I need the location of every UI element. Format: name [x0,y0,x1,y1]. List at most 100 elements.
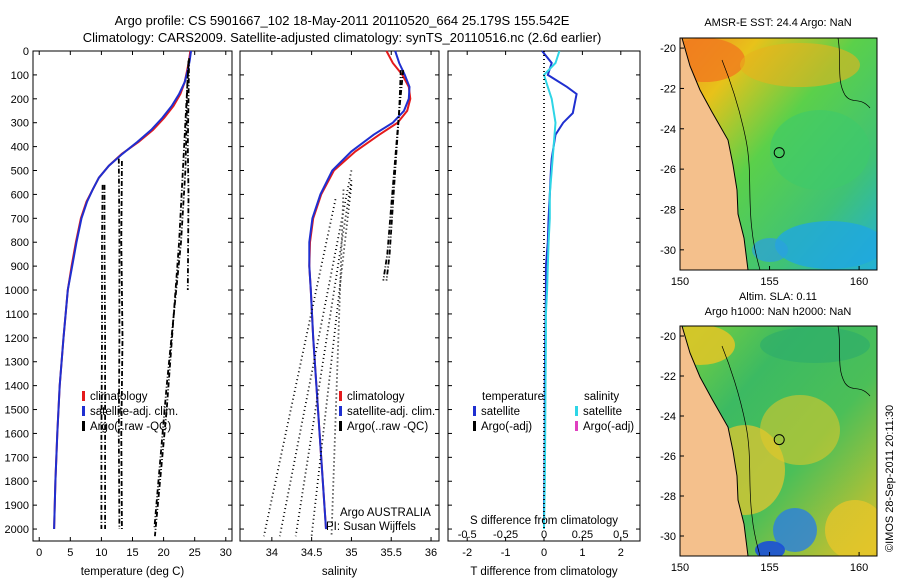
legend-swatch [82,391,85,401]
sst-warm-patch [680,38,745,82]
argo-profile-line [310,184,353,537]
x-tick-label: 36 [425,547,437,559]
x-tick-label-top: 0.5 [613,529,628,541]
legend-swatch [339,421,342,431]
legend-label: satellite [481,406,520,418]
x-axis-label: temperature (deg C) [81,566,185,578]
y-tick-label: -20 [660,331,676,343]
header-title-line1: Argo profile: CS 5901667_102 18-May-2011… [115,13,570,28]
sla-high-patch [825,500,877,556]
legend-swatch [575,406,578,416]
legend-label: Argo(-adj) [481,421,532,433]
argo-profile-line [385,70,405,281]
x-tick-label: 15 [126,547,138,559]
plot-frame [32,50,233,542]
x-tick-label: 2 [618,547,624,559]
x-tick-label: 5 [67,547,73,559]
legend-label: satellite-adj. clim. [90,406,178,418]
y-tick-label: 900 [11,261,29,273]
y-tick-label: 0 [23,46,29,58]
y-tick-label: -30 [660,245,676,257]
x-tick-label: 25 [189,547,201,559]
legend-swatch [473,421,476,431]
legend-title: salinity [584,391,619,403]
sla-isobath [837,326,871,397]
sst-warm-patch [740,43,860,87]
argo-profile-line [278,170,353,537]
y-tick-label: -22 [660,371,676,383]
sla-low-patch [773,508,817,552]
y-tick-label: -28 [660,204,676,216]
legend-swatch [82,421,85,431]
x-tick-label: -1 [501,547,511,559]
argo-profile-line [263,199,337,537]
y-tick-label: 1800 [5,476,29,488]
y-tick-label: 1700 [5,452,29,464]
x-tick-label-top: -0.25 [493,529,518,541]
legend-label: climatology [90,391,148,403]
x-tick-label: 155 [760,562,778,574]
y-tick-label: 1900 [5,500,29,512]
series-line-satellite-adj-clim- [53,50,192,530]
salinity-panel: 34 34.5 35 35.5 36 salinity climatology satelli… [239,50,440,578]
x-tick-label-top: 0 [541,529,547,541]
series-line-salinity-satellite [542,50,561,530]
y-tick-label: -20 [660,43,676,55]
x-tick-label: 34 [266,547,278,559]
x-axis-label-top: S difference from climatology [470,515,618,527]
x-axis-label: salinity [322,566,357,578]
y-tick-label: 600 [11,189,29,201]
sla-map-title-line1: Altim. SLA: 0.11 [739,291,817,303]
y-tick-label: 1300 [5,357,29,369]
legend-label: climatology [347,391,405,403]
argo-profile-line [154,62,190,537]
sst-argo-position-marker [773,147,785,159]
series-line-climatology [308,50,412,530]
sla-map-axes: 150 155 160 -20 -22 -24 -26 -28 -30 [660,331,868,574]
legend-label: Argo(..raw -QC) [347,421,428,433]
x-tick-label: 0 [541,547,547,559]
sla-coastline [681,326,749,556]
y-tick-label: -28 [660,491,676,503]
x-tick-label: 160 [850,562,868,574]
x-tick-label: -2 [462,547,472,559]
y-tick-label: 1200 [5,333,29,345]
sst-cool-patch [775,221,877,269]
argo-profile-line [153,60,190,530]
legend-swatch [575,421,578,431]
y-tick-label: 1100 [5,309,29,321]
y-tick-label: -26 [660,451,676,463]
argo-profile-line [382,70,402,281]
sla-map-title-line2: Argo h1000: NaN h2000: NaN [705,306,852,318]
x-tick-label: 0 [36,547,42,559]
y-tick-label: -24 [660,411,676,423]
sla-map-frame [679,325,878,557]
argo-profile-line [100,184,104,529]
y-tick-label: 800 [11,237,29,249]
sst-isobath [837,38,871,109]
x-tick-label: 1 [579,547,585,559]
y-tick-label: -26 [660,164,676,176]
legend-swatch [473,406,476,416]
sst-isobath [721,59,761,270]
sst-map-axes: 150 155 160 -20 -22 -24 -26 -28 -30 [660,43,868,288]
temperature-panel: 0 5 10 15 20 25 300100200300400500600700800900… [5,46,233,578]
argo-profile-line [103,184,106,529]
sst-map-title: AMSR-E SST: 24.4 Argo: NaN [704,17,851,29]
x-tick-label: 150 [671,276,689,288]
x-tick-label: 35 [345,547,357,559]
y-tick-label: 200 [11,94,29,106]
sla-argo-position-marker [773,434,785,446]
x-tick-label: 160 [850,276,868,288]
y-tick-label: 300 [11,118,29,130]
sla-high-patch [760,395,840,465]
plot-frame [239,50,440,542]
x-tick-label: 10 [95,547,107,559]
sla-low-patch [760,327,870,363]
legend-label: satellite [583,406,622,418]
sla-land [680,326,748,556]
y-tick-label: -22 [660,83,676,95]
x-tick-label-top: -0.5 [458,529,477,541]
y-tick-label: 500 [11,166,29,178]
